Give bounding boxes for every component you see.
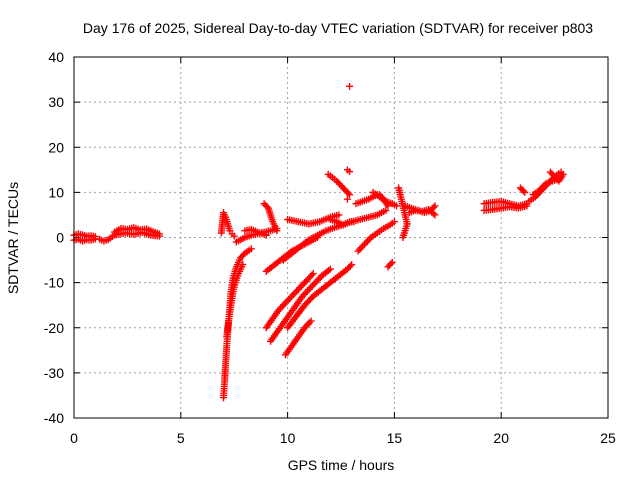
- data-point-arc-14: [346, 262, 354, 270]
- data-point-arc-5: [155, 232, 163, 240]
- y-tick-label: -30: [44, 365, 64, 381]
- data-point-arc-11: [296, 284, 304, 292]
- data-point-arc-25: [365, 235, 373, 243]
- data-point-arc-11: [309, 270, 317, 278]
- data-point-arc-32: [431, 202, 439, 210]
- data-point-arc-12: [313, 277, 321, 285]
- grid-lines: [74, 57, 608, 418]
- chart-title: Day 176 of 2025, Sidereal Day-to-day VTE…: [83, 20, 593, 36]
- data-point-arc-13: [305, 319, 313, 327]
- data-point-arc-35: [523, 202, 531, 210]
- data-point-arc-11: [288, 292, 296, 300]
- x-tick-label: 0: [70, 430, 78, 446]
- data-point-arc-20: [344, 189, 352, 197]
- data-point-arc-27: [393, 202, 401, 210]
- y-tick-label: -10: [44, 275, 64, 291]
- data-point-arc-14: [348, 261, 356, 269]
- data-point-arc-23: [346, 168, 354, 176]
- y-tick-label: 0: [56, 230, 64, 246]
- data-point-arc-12: [308, 282, 316, 290]
- x-tick-label: 10: [280, 430, 296, 446]
- data-point-arc-25: [354, 247, 362, 255]
- data-point-arc-20: [346, 191, 354, 199]
- x-axis-tick-labels: 0 5 10 15 20 25: [70, 430, 616, 446]
- data-point-arc-25: [364, 237, 372, 245]
- y-axis-label: SDTVAR / TECUs: [5, 182, 21, 294]
- data-point-arc-29: [387, 260, 395, 268]
- data-point-arc-25: [356, 245, 364, 253]
- data-point-arc-21: [346, 82, 354, 90]
- y-tick-label: 40: [48, 49, 64, 65]
- data-point-arc-25: [360, 240, 368, 248]
- y-tick-label: 30: [48, 94, 64, 110]
- data-point-arc-11: [308, 271, 316, 279]
- data-point-arc-22: [343, 195, 351, 203]
- data-point-arc-38: [519, 187, 527, 195]
- data-point-arc-39: [559, 170, 567, 178]
- data-points: [70, 82, 567, 402]
- data-point-arc-25: [362, 239, 370, 247]
- data-point-arc-13: [307, 317, 315, 325]
- x-tick-label: 20: [493, 430, 509, 446]
- data-point-arc-13: [304, 320, 312, 328]
- data-point-arc-12: [326, 265, 334, 273]
- data-point-arc-17: [273, 227, 281, 235]
- data-point-arc-12: [307, 284, 315, 292]
- data-point-arc-12: [305, 285, 313, 293]
- data-point-arc-11: [281, 299, 289, 307]
- data-point-arc-11: [291, 289, 299, 297]
- x-tick-label: 5: [177, 430, 185, 446]
- x-tick-label: 25: [600, 430, 616, 446]
- data-point-arc-6: [247, 245, 255, 253]
- data-point-arc-11: [293, 287, 301, 295]
- data-point-arc-12: [311, 279, 319, 287]
- data-point-arc-8: [230, 232, 238, 240]
- data-point-arc-11: [280, 301, 288, 309]
- data-point-arc-25: [390, 218, 398, 226]
- data-point-arc-12: [310, 280, 318, 288]
- y-tick-label: -40: [44, 410, 64, 426]
- data-point-arc-33: [431, 211, 439, 219]
- y-tick-label: -20: [44, 320, 64, 336]
- data-point-arc-11: [294, 285, 302, 293]
- data-point-arc-18: [335, 211, 343, 219]
- data-point-arc-29: [388, 258, 396, 266]
- data-point-arc-11: [283, 297, 291, 305]
- data-point-arc-11: [286, 294, 294, 302]
- data-point-arc-11: [278, 302, 286, 310]
- data-point-arc-11: [289, 290, 297, 298]
- data-point-arc-11: [285, 296, 293, 304]
- data-point-arc-12: [302, 289, 310, 297]
- data-point-arc-31: [403, 220, 411, 228]
- data-point-arc-25: [357, 244, 365, 252]
- data-point-arc-12: [303, 287, 311, 295]
- data-point-arc-32: [430, 203, 438, 211]
- data-point-arc-24: [382, 206, 390, 214]
- y-tick-label: 10: [48, 184, 64, 200]
- data-point-arc-11: [297, 282, 305, 290]
- data-point-arc-33: [429, 210, 437, 218]
- x-axis-label: GPS time / hours: [288, 457, 395, 473]
- data-point-arc-38: [521, 188, 529, 196]
- data-point-arc-10: [262, 231, 270, 239]
- x-tick-label: 15: [387, 430, 403, 446]
- plot-frame: [73, 56, 609, 419]
- data-point-arc-6: [239, 251, 247, 259]
- data-point-arc-7: [239, 261, 247, 269]
- data-point-arc-12: [315, 275, 323, 283]
- y-axis-tick-labels: -40 -30 -20 -10 0 10 20 30 40: [44, 49, 64, 426]
- data-point-arc-25: [359, 242, 367, 250]
- data-point-arc-28: [384, 202, 392, 210]
- y-tick-label: 20: [48, 139, 64, 155]
